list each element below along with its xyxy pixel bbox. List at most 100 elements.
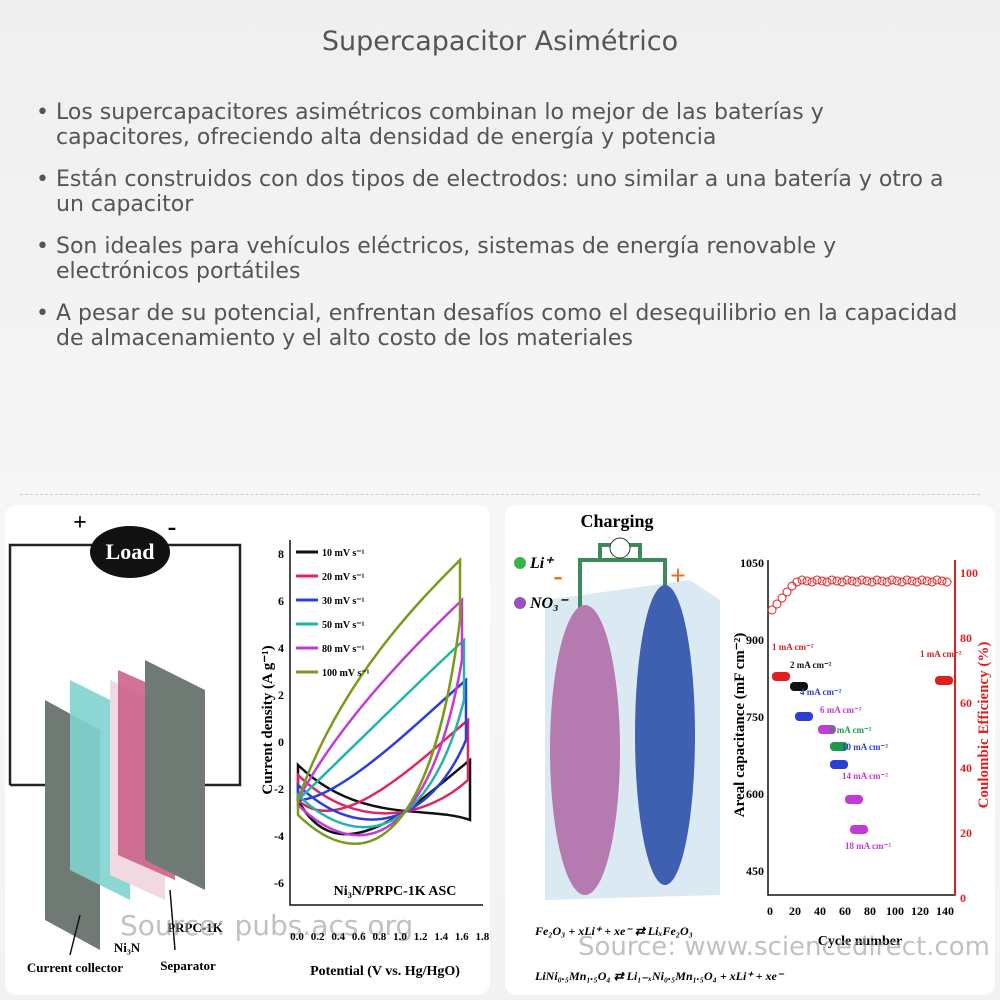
x-tick-label: 0.2 xyxy=(311,931,325,943)
efficiency-marker xyxy=(797,575,807,585)
efficiency-marker xyxy=(902,575,912,585)
y-tick-label: 2 xyxy=(278,688,284,702)
efficiency-marker xyxy=(862,576,872,586)
y-axis-label: Areal capacitance (mF cm⁻²) xyxy=(732,633,748,817)
y-tick-label: 900 xyxy=(746,633,764,647)
y-tick-label: -4 xyxy=(274,829,284,843)
efficiency-marker xyxy=(852,577,862,587)
label: PRPC-1K xyxy=(167,920,223,935)
x-axis-label: Potential (V vs. Hg/HgO) xyxy=(310,964,460,979)
legend-label: 10 mV s⁻¹ xyxy=(322,548,365,559)
x-tick-label: 1.0 xyxy=(393,931,407,943)
capacitance-marker xyxy=(830,760,848,769)
efficiency-marker xyxy=(927,577,937,587)
legend-label: 100 mV s⁻¹ xyxy=(322,668,370,679)
y2-tick-label: 60 xyxy=(960,696,972,710)
y-tick-label: 450 xyxy=(746,864,764,878)
electrode-cathode xyxy=(635,585,695,885)
plus-label: + xyxy=(73,510,87,536)
y-tick-label: 8 xyxy=(278,547,284,561)
ion-symbol xyxy=(514,597,526,609)
bullet: A pesar de su potencial, enfrentan desaf… xyxy=(30,301,960,351)
y-tick-label: -2 xyxy=(274,782,284,796)
annotation: 8 mA cm⁻² xyxy=(830,725,872,735)
y-axis-label: Current density (A g⁻¹) xyxy=(260,645,276,794)
y2-axis-label: Coulombic Efficiency (%) xyxy=(976,642,992,809)
cycle-markers xyxy=(767,575,953,834)
x-tick-label: 0.6 xyxy=(352,931,366,943)
y2-tick-label: 20 xyxy=(960,826,972,840)
efficiency-marker xyxy=(822,577,832,587)
y-tick-label: 1050 xyxy=(740,556,764,570)
bullet: Son ideales para vehículos eléctricos, s… xyxy=(30,234,960,284)
x-tick-label: 0.4 xyxy=(331,931,345,943)
efficiency-marker xyxy=(897,577,907,587)
efficiency-marker xyxy=(772,599,782,609)
efficiency-marker xyxy=(827,575,837,585)
electrode-anode xyxy=(550,605,620,895)
efficiency-marker xyxy=(842,575,852,585)
annotation: 6 mA cm⁻² xyxy=(820,705,862,715)
label: Current collector xyxy=(27,960,123,975)
x-tick-label: 60 xyxy=(839,904,851,918)
efficiency-marker xyxy=(782,587,792,597)
capacitance-marker xyxy=(935,676,953,685)
y-tick-label: 600 xyxy=(746,787,764,801)
capacitance-marker xyxy=(818,725,836,734)
legend-label: 80 mV s⁻¹ xyxy=(322,644,365,655)
y2-tick-label: 40 xyxy=(960,761,972,775)
cv-loop xyxy=(296,597,464,837)
efficiency-marker xyxy=(832,576,842,586)
annotation: 18 mA cm⁻² xyxy=(845,841,891,851)
bullet: Están construidos con dos tipos de elect… xyxy=(30,167,960,217)
efficiency-marker xyxy=(922,576,932,586)
capacitance-marker xyxy=(795,712,813,721)
efficiency-marker xyxy=(812,575,822,585)
schematic-title: Charging xyxy=(580,511,653,531)
divider xyxy=(20,494,980,495)
efficiency-marker xyxy=(867,577,877,587)
efficiency-marker xyxy=(892,576,902,586)
legend-label: 50 mV s⁻¹ xyxy=(322,620,365,631)
x-axis-label: Cycle number xyxy=(818,934,902,949)
ion-label: NO₃⁻ xyxy=(529,595,569,612)
ion-symbol xyxy=(514,557,526,569)
cv-curves xyxy=(296,556,472,845)
efficiency-marker xyxy=(847,576,857,586)
cv-loop xyxy=(296,717,470,815)
y-tick-label: 4 xyxy=(278,641,284,655)
annotation: 2 mA cm⁻² xyxy=(790,660,832,670)
efficiency-marker xyxy=(857,575,867,585)
x-tick-label: 20 xyxy=(789,904,801,918)
y-tick-label: -6 xyxy=(274,876,284,890)
efficiency-marker xyxy=(777,593,787,603)
collector-plate xyxy=(145,660,205,890)
x-tick-label: 0.0 xyxy=(290,931,304,943)
efficiency-marker xyxy=(872,575,882,585)
legend-label: 30 mV s⁻¹ xyxy=(322,596,365,607)
annotation: 14 mA cm⁻² xyxy=(842,771,888,781)
efficiency-marker xyxy=(837,577,847,587)
bullet-list: Los supercapacitores asimétricos combina… xyxy=(30,100,960,368)
annotation: 4 mA cm⁻² xyxy=(800,687,842,697)
bullet: Los supercapacitores asimétricos combina… xyxy=(30,100,960,150)
plus-label: + xyxy=(670,561,686,592)
efficiency-marker xyxy=(882,577,892,587)
y-tick-label: 0 xyxy=(278,735,284,749)
cv-loop xyxy=(296,637,466,829)
x-tick-label: 40 xyxy=(814,904,826,918)
legend-label: 20 mV s⁻¹ xyxy=(322,572,365,583)
x-tick-label: 0.8 xyxy=(373,931,387,943)
efficiency-marker xyxy=(887,575,897,585)
pointer xyxy=(169,889,176,951)
efficiency-marker xyxy=(877,576,887,586)
efficiency-marker xyxy=(817,576,827,586)
x-tick-label: 1.4 xyxy=(434,931,448,943)
capacitance-marker xyxy=(790,682,808,691)
annotation: 1 mA cm⁻² xyxy=(772,642,814,652)
load-label: Load xyxy=(106,539,155,564)
efficiency-marker xyxy=(942,577,952,587)
efficiency-marker xyxy=(907,576,917,586)
